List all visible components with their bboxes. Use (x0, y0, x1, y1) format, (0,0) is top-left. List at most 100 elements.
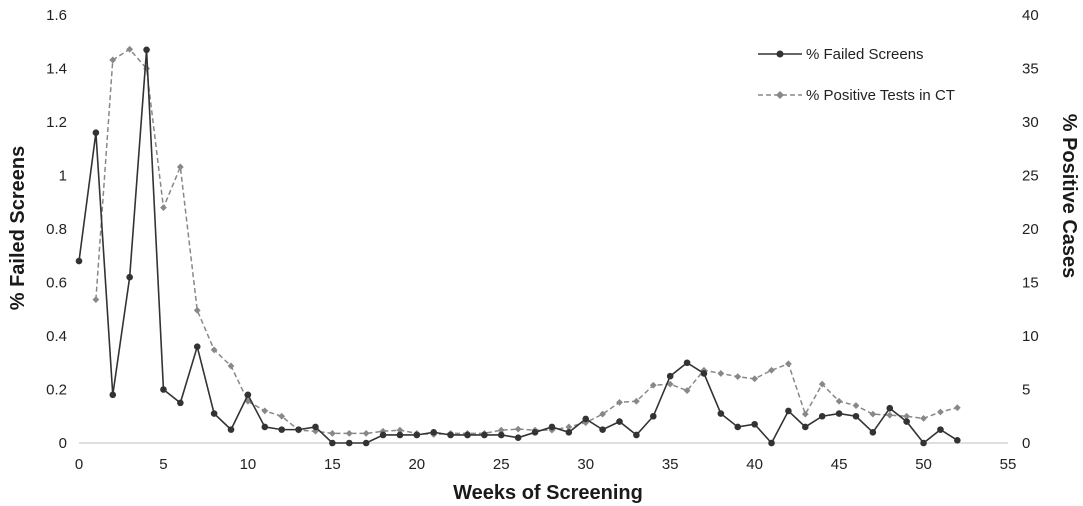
failed-screens-point (531, 429, 539, 436)
failed-screens-line (78, 49, 958, 445)
positive-tests-point (92, 296, 100, 304)
failed-screens-point (396, 431, 404, 439)
y-right-tick-label: 30 (1022, 114, 1039, 131)
positive-tests-point (227, 362, 235, 370)
failed-screens-point (481, 431, 488, 439)
failed-screens-point (599, 426, 606, 433)
failed-screens-markers (75, 46, 961, 447)
x-tick-label: 30 (577, 456, 594, 473)
failed-screens-point (75, 257, 83, 265)
failed-screens-point (126, 273, 133, 281)
positive-tests-point (683, 387, 691, 394)
failed-screens-point (869, 429, 877, 436)
failed-screens-point (649, 412, 657, 420)
y-right-tick-label: 20 (1022, 221, 1039, 238)
y-left-tick-label: 1 (59, 168, 67, 185)
y-left-tick-label: 0 (59, 435, 67, 452)
positive-tests-point (261, 407, 269, 415)
positive-tests-point (565, 423, 573, 431)
failed-screens-point (548, 423, 556, 431)
failed-screens-point (278, 426, 285, 433)
y-right-tick-label: 0 (1022, 435, 1030, 452)
legend-label-failed-screens: % Failed Screens (806, 46, 924, 63)
positive-tests-point (278, 412, 286, 420)
failed-screens-point (447, 431, 454, 439)
positive-tests-point (886, 411, 894, 419)
failed-screens-point (835, 410, 843, 417)
failed-screens-point (464, 431, 471, 439)
failed-screens-point (582, 415, 590, 423)
positive-tests-point (649, 381, 657, 389)
failed-screens-point (244, 391, 252, 399)
y-right-tick-label: 15 (1022, 275, 1039, 292)
failed-screens-point (160, 386, 167, 393)
legend-marker-circle (776, 50, 784, 58)
y-right-tick-label: 10 (1022, 328, 1039, 345)
failed-screens-point (954, 437, 961, 444)
failed-screens-point (514, 434, 522, 441)
y-left-tick-label: 1.4 (46, 61, 67, 78)
positive-tests-point (835, 397, 843, 405)
failed-screens-point (565, 429, 573, 436)
x-tick-label: 10 (240, 456, 257, 473)
failed-screens-point (379, 431, 387, 439)
y-left-tick-label: 1.2 (46, 114, 67, 131)
failed-screens-point (616, 418, 623, 425)
positive-tests-point (497, 426, 505, 434)
failed-screens-point (802, 423, 809, 431)
x-tick-label: 50 (915, 456, 932, 473)
positive-tests-point (818, 380, 826, 388)
failed-screens-point (700, 370, 708, 377)
failed-screens-point (497, 431, 505, 439)
failed-screens-point (886, 404, 894, 412)
failed-screens-point (818, 412, 826, 420)
positive-tests-point (717, 370, 725, 377)
failed-screens-point (937, 426, 944, 433)
failed-screens-point (734, 423, 742, 431)
failed-screens-point (295, 426, 302, 433)
legend-marker-diamond (776, 91, 784, 99)
failed-screens-point (768, 439, 775, 447)
legend-label-positive-tests: % Positive Tests in CT (806, 87, 955, 104)
positive-tests-point (599, 410, 607, 418)
y-right-tick-label: 35 (1022, 61, 1039, 78)
positive-tests-point (345, 429, 353, 437)
failed-screens-point (312, 423, 319, 431)
positive-tests-point (362, 429, 370, 437)
positive-tests-point (852, 402, 860, 409)
positive-tests-point (920, 414, 927, 422)
failed-screens-point (413, 431, 421, 439)
failed-screens-point (261, 423, 269, 431)
y-left-axis-title: % Failed Screens (7, 146, 29, 311)
x-tick-label: 15 (324, 456, 341, 473)
failed-screens-point (717, 410, 725, 417)
failed-screens-point (903, 418, 910, 425)
failed-screens-point (193, 343, 201, 351)
x-tick-labels: 0 5 10 15 20 25 30 35 40 45 50 55 (75, 456, 1017, 473)
failed-screens-point (666, 372, 674, 380)
y-right-tick-label: 25 (1022, 168, 1039, 185)
y-right-axis-title: % Positive Cases (1058, 114, 1080, 279)
positive-tests-point (109, 56, 117, 64)
y-left-tick-label: 0.8 (46, 221, 67, 238)
legend-item-positive-tests: % Positive Tests in CT (758, 87, 955, 104)
failed-screens-point (920, 439, 927, 447)
positive-tests-point (953, 404, 961, 412)
failed-screens-point (177, 399, 184, 407)
positive-tests-point (869, 410, 877, 418)
x-tick-label: 45 (831, 456, 848, 473)
failed-screens-point (329, 439, 336, 447)
y-right-tick-label: 40 (1022, 7, 1039, 24)
x-tick-label: 25 (493, 456, 510, 473)
x-axis-title: Weeks of Screening (453, 482, 643, 504)
y-right-tick-labels: 0 5 10 15 20 25 30 35 40 (1022, 7, 1039, 452)
series-positive-tests (92, 45, 961, 438)
failed-screens-point (852, 412, 860, 420)
positive-tests-markers (92, 45, 961, 438)
positive-tests-point (328, 429, 336, 437)
positive-tests-point (193, 306, 201, 314)
positive-tests-point (616, 398, 623, 406)
positive-tests-point (768, 366, 775, 374)
failed-screens-point (345, 439, 353, 447)
y-left-tick-label: 0.6 (46, 275, 67, 292)
